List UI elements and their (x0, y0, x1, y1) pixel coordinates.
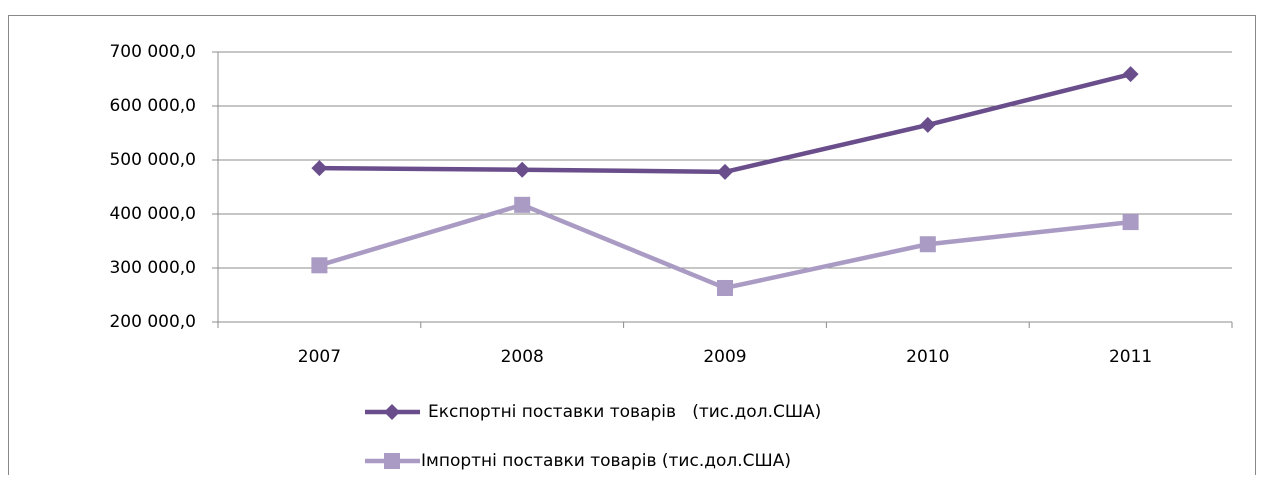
data-point (1122, 66, 1139, 83)
data-point (717, 163, 733, 180)
y-tick-label: 600 000,0 (109, 96, 196, 116)
y-tick-label: 300 000,0 (109, 258, 196, 278)
data-point (919, 236, 936, 253)
y-tick-label: 500 000,0 (109, 150, 196, 170)
legend-label: Імпортні поставки товарів (тис.дол.США) (421, 451, 791, 471)
x-tick-label: 2010 (906, 347, 949, 367)
y-tick-label: 200 000,0 (109, 312, 196, 332)
legend-marker (384, 404, 400, 420)
data-point (514, 161, 531, 178)
legend-label: Експортні поставки товарів (тис.дол.США) (428, 402, 821, 422)
x-tick-label: 2011 (1109, 347, 1152, 367)
data-point (311, 257, 328, 274)
y-tick-label: 700 000,0 (109, 42, 196, 62)
legend-marker (384, 453, 400, 469)
data-point (514, 196, 531, 213)
y-tick-label: 400 000,0 (109, 204, 196, 224)
data-point (311, 160, 328, 177)
x-tick-label: 2008 (501, 347, 544, 367)
x-tick-label: 2007 (298, 347, 341, 367)
data-point (1122, 214, 1139, 231)
data-point (717, 279, 733, 296)
x-tick-label: 2009 (703, 347, 746, 367)
data-point (919, 116, 936, 133)
